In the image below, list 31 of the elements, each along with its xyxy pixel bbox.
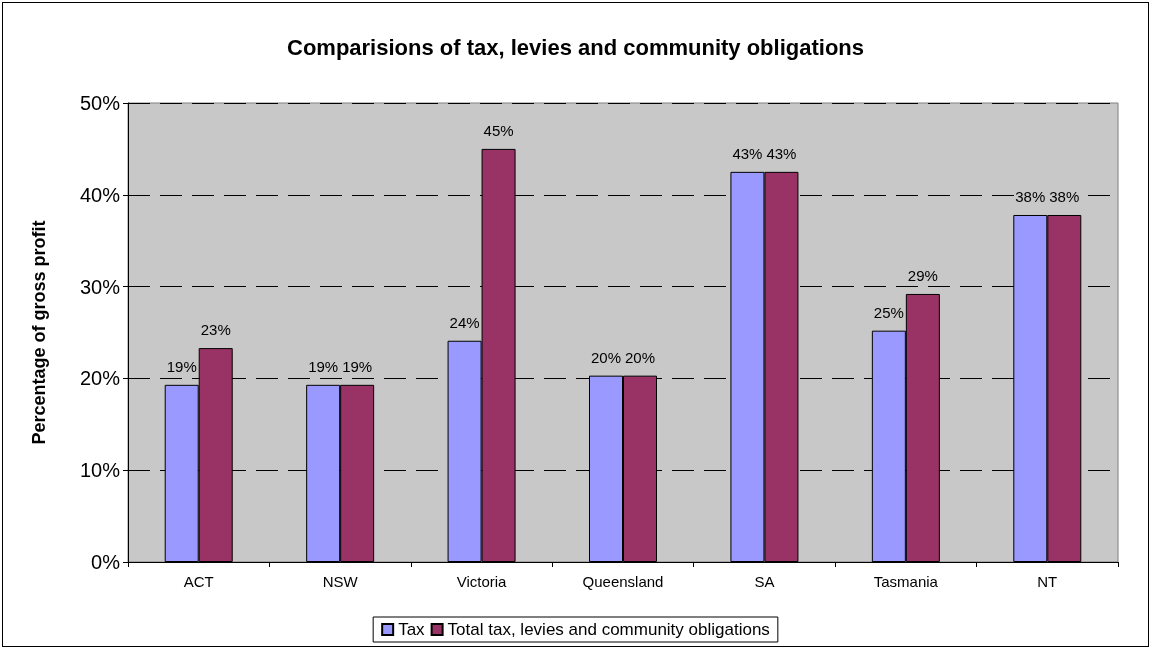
data-label: 38%: [1015, 188, 1046, 205]
data-label: 38%: [1049, 188, 1080, 205]
data-label: 25%: [873, 303, 904, 321]
y-tick-label: 0%: [91, 551, 121, 573]
chart-title: Comparisions of tax, levies and community obligations: [287, 34, 864, 60]
data-label: 29%: [907, 266, 938, 284]
x-tick-label: NT: [1037, 573, 1058, 590]
x-tick-label: Queensland: [582, 573, 664, 590]
y-tick-label: 30%: [79, 275, 121, 298]
data-label: 19%: [342, 357, 373, 375]
y-tick-label: 20%: [79, 367, 121, 390]
x-tick-label: Victoria: [456, 573, 508, 590]
data-label: 45%: [483, 121, 514, 139]
data-label: 19%: [166, 357, 197, 375]
data-label: 23%: [200, 321, 231, 339]
data-label: 24%: [449, 313, 480, 331]
data-label: 20%: [624, 348, 656, 366]
y-axis-title: Percentage of gross profit: [29, 220, 49, 445]
legend-label: Tax: [398, 620, 426, 639]
data-label: 19%: [308, 357, 339, 375]
data-label: 43%: [766, 144, 797, 162]
y-tick-label: 50%: [79, 92, 121, 114]
legend-label: Total tax, levies and community obligations: [447, 620, 770, 639]
y-tick-label: 10%: [79, 459, 121, 482]
x-tick-label: NSW: [322, 573, 359, 590]
x-tick-label: Tasmania: [873, 573, 939, 590]
data-label: 20%: [590, 348, 622, 366]
x-tick-label: ACT: [183, 573, 214, 590]
y-tick-label: 40%: [79, 183, 121, 206]
x-tick-label: SA: [754, 573, 775, 590]
data-label: 43%: [732, 144, 763, 162]
